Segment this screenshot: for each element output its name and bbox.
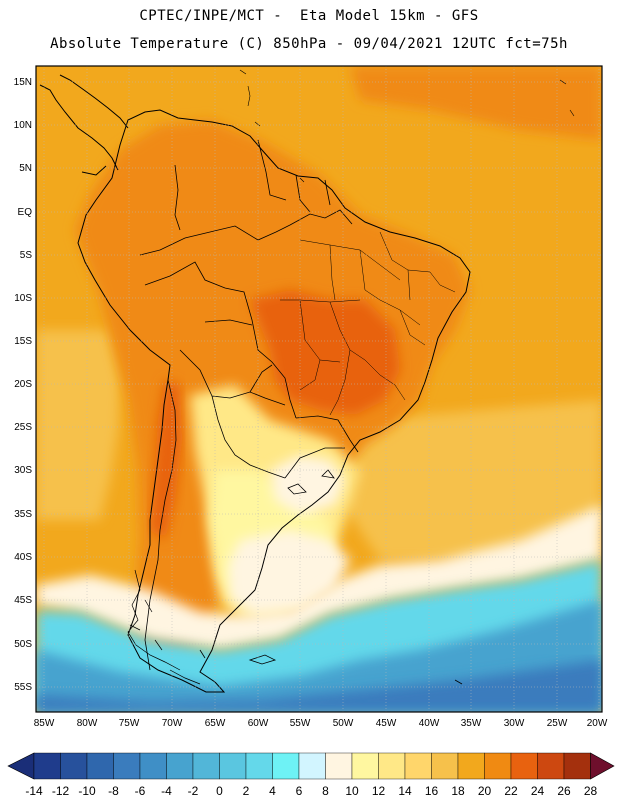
colorbar-label-1: -12 (52, 784, 70, 798)
colorbar-over-arrow (590, 752, 615, 780)
field-hot-core (250, 290, 400, 415)
lat-label-55s: 55S (14, 682, 32, 693)
lon-label-40w: 40W (419, 718, 440, 729)
lat-label-45s: 45S (14, 595, 32, 606)
lon-label-30w: 30W (504, 718, 525, 729)
colorbar-swatch-10 (298, 752, 326, 780)
lat-label-10n: 10N (14, 120, 32, 131)
colorbar-swatch-3 (113, 752, 141, 780)
lat-label-5s: 5S (20, 250, 33, 261)
colorbar-swatch-20 (563, 752, 591, 780)
colorbar-swatch-17 (484, 752, 512, 780)
lat-label-15s: 15S (14, 336, 32, 347)
field-continent-land (75, 120, 470, 680)
lon-label-80w: 80W (77, 718, 98, 729)
inland-lakes (199, 469, 463, 685)
lat-label-35s: 35S (14, 509, 32, 520)
colorbar-label-7: 0 (216, 784, 223, 798)
colorbar-label-18: 22 (504, 784, 518, 798)
colorbar-swatch-2 (86, 752, 114, 780)
colorbar-swatch-14 (404, 752, 432, 780)
lat-label-5n: 5N (19, 163, 32, 174)
colorbar-label-16: 18 (451, 784, 465, 798)
lon-label-35w: 35W (461, 718, 482, 729)
map-gridlines (36, 66, 602, 712)
tierra-del-fuego-islands (127, 569, 201, 685)
colorbar-label-5: -4 (161, 784, 172, 798)
colorbar: -14 -12 -10 -8 -6 -4 -2 0 2 4 6 8 10 12 … (7, 752, 615, 798)
map-title-line2: Absolute Temperature (C) 850hPa - 09/04/… (50, 36, 568, 52)
lon-label-85w: 85W (34, 718, 55, 729)
colorbar-label-3: -8 (108, 784, 119, 798)
lon-label-20w: 20W (587, 718, 608, 729)
lon-label-55w: 55W (290, 718, 311, 729)
lon-label-60w: 60W (248, 718, 269, 729)
colorbar-label-21: 28 (584, 784, 598, 798)
lon-label-25w: 25W (547, 718, 568, 729)
lat-label-25s: 25S (14, 422, 32, 433)
colorbar-label-2: -10 (78, 784, 96, 798)
colorbar-swatch-4 (139, 752, 167, 780)
field-andes-hot (150, 380, 182, 540)
colorbar-label-10: 6 (296, 784, 303, 798)
colorbar-swatch-9 (272, 752, 300, 780)
lon-label-45w: 45W (376, 718, 397, 729)
field-deep-blue-south (36, 660, 602, 712)
colorbar-swatch-7 (219, 752, 247, 780)
lat-label-10s: 10S (14, 293, 32, 304)
colorbar-swatch-16 (457, 752, 485, 780)
lat-label-20s: 20S (14, 379, 32, 390)
colorbar-label-15: 16 (425, 784, 439, 798)
longitude-ticks: 85W 80W 75W 70W 65W 60W 55W 50W 45W 40W … (34, 718, 608, 729)
colorbar-label-4: -6 (135, 784, 146, 798)
colorbar-label-0: -14 (25, 784, 43, 798)
map-title-line1: CPTEC/INPE/MCT - Eta Model 15km - GFS (139, 8, 479, 24)
lat-label-40s: 40S (14, 552, 32, 563)
lon-label-50w: 50W (333, 718, 354, 729)
lat-label-50s: 50S (14, 639, 32, 650)
latitude-ticks: 15N 10N 5N EQ 5S 10S 15S 20S 25S 30S 35S… (14, 77, 33, 693)
colorbar-label-9: 4 (269, 784, 276, 798)
lon-label-65w: 65W (205, 718, 226, 729)
colorbar-swatch-13 (378, 752, 406, 780)
colorbar-swatch-15 (431, 752, 459, 780)
colorbar-swatch-5 (166, 752, 194, 780)
colorbar-swatch-12 (351, 752, 379, 780)
colorbar-label-14: 14 (398, 784, 412, 798)
colorbar-label-17: 20 (478, 784, 492, 798)
colorbar-label-20: 26 (557, 784, 571, 798)
central-america-coastline (39, 74, 129, 176)
colorbar-swatch-18 (510, 752, 538, 780)
lat-label-30s: 30S (14, 465, 32, 476)
colorbar-swatch-0 (33, 752, 61, 780)
colorbar-swatch-6 (192, 752, 220, 780)
colorbar-swatch-1 (60, 752, 88, 780)
colorbar-label-11: 8 (322, 784, 329, 798)
country-borders (139, 139, 359, 671)
field-white-south-band (36, 505, 602, 650)
lat-label-15n: 15N (14, 77, 32, 88)
colorbar-under-arrow (7, 752, 35, 780)
lon-label-70w: 70W (162, 718, 183, 729)
brazil-state-lines (280, 231, 456, 416)
colorbar-swatch-19 (537, 752, 565, 780)
lon-label-75w: 75W (119, 718, 140, 729)
colorbar-label-12: 10 (345, 784, 359, 798)
field-north-darker (350, 66, 602, 140)
colorbar-label-8: 2 (243, 784, 250, 798)
field-mild-west-pacific (36, 330, 120, 520)
south-america-coastline (77, 109, 471, 693)
lat-label-eq: EQ (18, 207, 33, 218)
colorbar-swatch-8 (245, 752, 273, 780)
colorbar-label-13: 12 (372, 784, 386, 798)
temperature-field (36, 66, 602, 712)
caribbean-islands (239, 69, 575, 183)
map-frame (35, 65, 603, 713)
colorbar-label-6: -2 (188, 784, 199, 798)
colorbar-label-19: 24 (531, 784, 545, 798)
colorbar-swatch-11 (325, 752, 353, 780)
